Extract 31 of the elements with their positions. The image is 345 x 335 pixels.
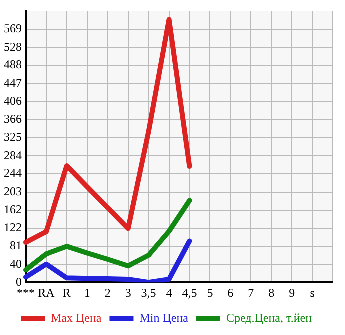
x-tick-label: s xyxy=(310,286,316,300)
y-tick-label: 203 xyxy=(4,184,22,198)
y-tick-label: 325 xyxy=(4,130,22,144)
legend-label: Max Цена xyxy=(50,311,102,326)
x-tick-label: R xyxy=(62,286,71,300)
y-tick-label: 406 xyxy=(4,94,22,108)
y-tick-label: 488 xyxy=(4,58,22,72)
y-tick-label: 244 xyxy=(4,166,22,180)
y-tick-label: 284 xyxy=(4,148,22,162)
x-tick-label: 4,5 xyxy=(182,286,198,300)
legend-label: Min Цена xyxy=(140,311,190,326)
y-tick-label: 40 xyxy=(10,256,22,271)
y-tick-label: 162 xyxy=(4,202,22,217)
x-tick-label: RA xyxy=(38,286,56,300)
x-tick-label: 1 xyxy=(84,286,90,300)
x-tick-label: 7 xyxy=(248,286,254,300)
x-tick-label: 9 xyxy=(289,286,296,300)
x-tick-label: 6 xyxy=(228,286,234,300)
legend-label: Сред.Цена, т.йен xyxy=(226,311,313,326)
x-tick-label: 3 xyxy=(125,286,132,300)
x-tick-label: 2 xyxy=(104,286,111,300)
y-tick-label: 122 xyxy=(4,220,22,234)
y-tick-label: 569 xyxy=(4,22,22,36)
y-tick-label: 447 xyxy=(4,76,22,90)
y-tick-label: 528 xyxy=(4,40,22,54)
x-tick-label: 3,5 xyxy=(141,286,156,300)
x-tick-label: 8 xyxy=(268,286,275,300)
y-tick-label: 366 xyxy=(4,112,22,126)
x-tick-label: 4 xyxy=(166,286,172,300)
y-tick-label: 81 xyxy=(10,238,22,253)
x-tick-label: 5 xyxy=(207,286,214,300)
